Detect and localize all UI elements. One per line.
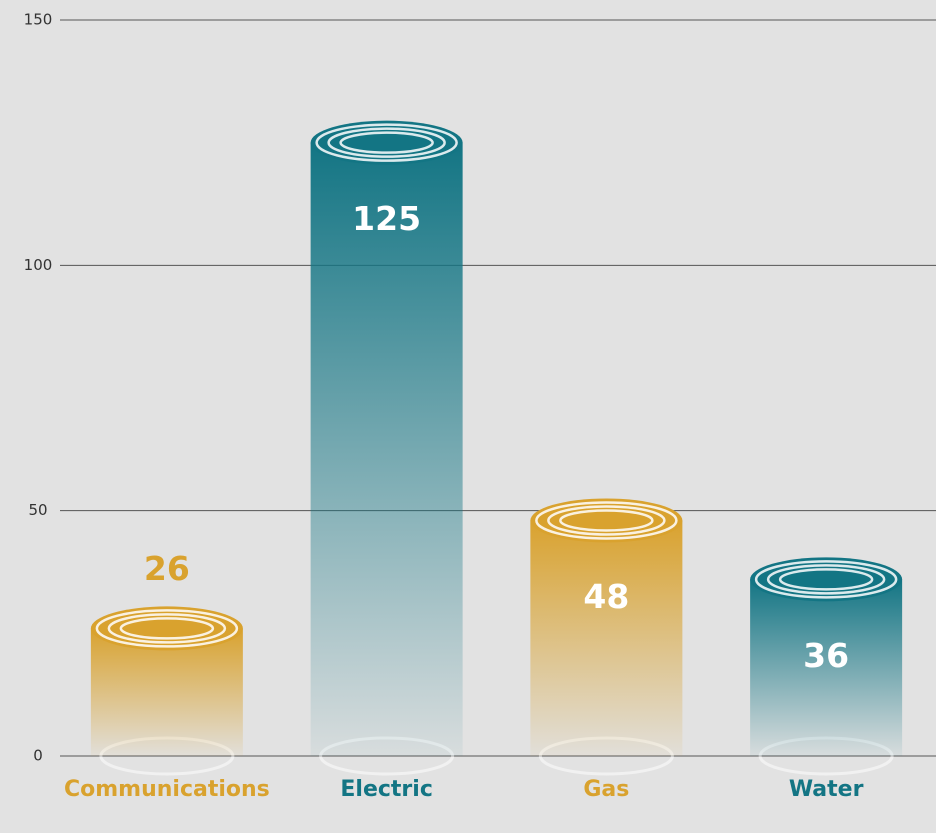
bar-top — [750, 557, 903, 602]
x-tick-label: Electric — [340, 777, 432, 802]
bar — [310, 142, 463, 756]
x-tick-label: Gas — [583, 777, 629, 802]
bar-top — [530, 498, 683, 543]
value-label: 36 — [803, 636, 849, 675]
y-tick-label: 0 — [33, 747, 43, 765]
y-tick-label: 50 — [28, 501, 47, 519]
value-label: 48 — [583, 577, 629, 616]
x-tick-label: Communications — [64, 777, 270, 802]
bar-top-ring — [107, 613, 227, 644]
y-tick-label: 150 — [24, 11, 53, 29]
bar-top-ring — [754, 560, 898, 599]
bar-top-ring — [778, 568, 874, 591]
bar-top-ring — [119, 617, 215, 640]
bar-top-ring — [95, 609, 239, 648]
bar — [530, 520, 683, 756]
y-tick-label: 100 — [24, 256, 53, 274]
x-tick-label: Water — [789, 777, 864, 802]
bar-top-ring — [547, 505, 666, 536]
bar-top-ring — [327, 127, 446, 158]
bar-top-ring — [559, 509, 654, 532]
value-label: 26 — [144, 549, 190, 588]
bar-top-ring — [535, 501, 678, 540]
value-label: 125 — [352, 199, 421, 238]
bar-top — [310, 120, 463, 165]
bar — [750, 579, 903, 756]
bar-top — [90, 606, 243, 651]
bar-top-ring — [339, 131, 434, 154]
bar-top-ring — [766, 564, 886, 595]
bar-top-ring — [315, 123, 458, 162]
